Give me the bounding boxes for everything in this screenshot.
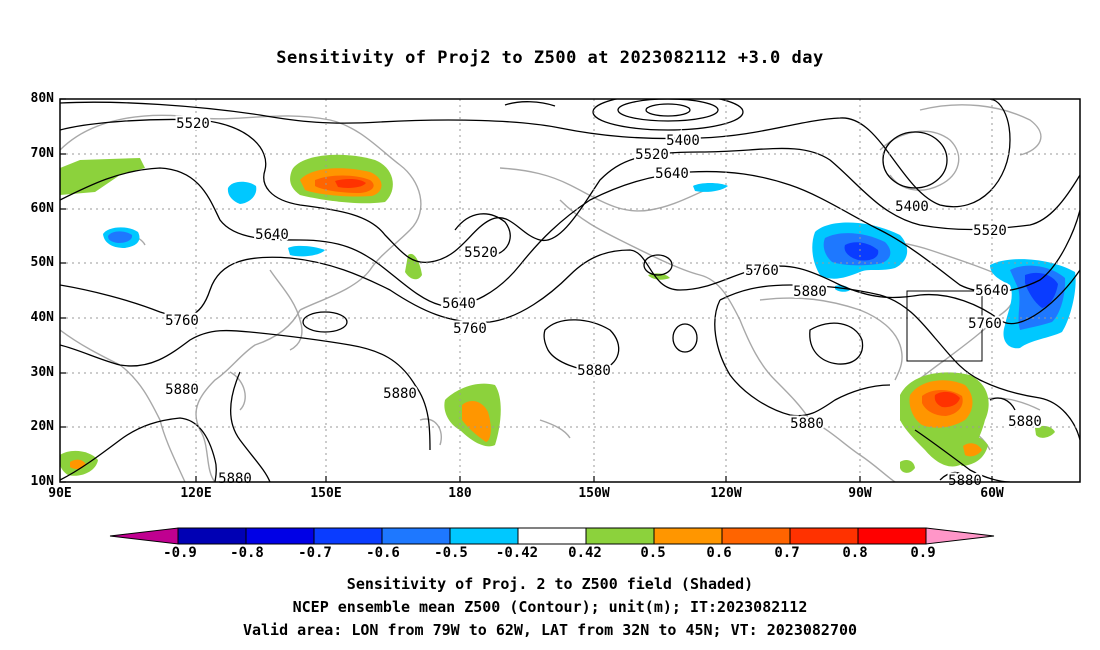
contour-label: 5520	[176, 116, 210, 132]
colorbar-label: -0.42	[495, 545, 539, 561]
colorbar-segment	[517, 527, 587, 545]
colorbar-label: -0.9	[163, 545, 197, 561]
colorbar-label: -0.8	[230, 545, 264, 561]
colorbar-segment	[245, 527, 315, 545]
colorbar-segment	[109, 527, 179, 545]
contour-label: 5880	[948, 473, 982, 489]
contour-labels: 5520540055205640540055205640552057605880…	[163, 114, 1044, 491]
lon-label: 60W	[980, 486, 1004, 501]
contour-label: 5520	[464, 245, 498, 261]
colorbar-label: 0.6	[706, 545, 732, 561]
contour-label: 5520	[635, 147, 669, 163]
colorbar-label: 0.8	[842, 545, 868, 561]
colorbar-label: 0.9	[910, 545, 936, 561]
caption-line-2: NCEP ensemble mean Z500 (Contour); unit(…	[292, 598, 808, 616]
colorbar-segment	[653, 527, 723, 545]
contour-label: 5760	[165, 313, 199, 329]
colorbar-segment	[925, 527, 995, 545]
contour-label: 5880	[793, 284, 827, 300]
contour-label: 5880	[218, 471, 252, 487]
contour-label: 5880	[1008, 414, 1042, 430]
lon-label: 180	[448, 486, 472, 501]
lon-label: 120W	[710, 486, 742, 501]
z500-contours	[60, 99, 1080, 482]
contour-label: 5400	[666, 133, 700, 149]
lon-label: 90W	[848, 486, 872, 501]
colorbar-segment	[177, 527, 247, 545]
lon-label: 150W	[578, 486, 610, 501]
contour-label: 5880	[577, 363, 611, 379]
lat-label: 40N	[30, 310, 54, 325]
colorbar	[109, 527, 995, 545]
colorbar-label: 0.42	[568, 545, 602, 561]
contour-label: 5880	[790, 416, 824, 432]
colorbar-segment	[721, 527, 791, 545]
map-title: Sensitivity of Proj2 to Z500 at 20230821…	[276, 48, 824, 68]
colorbar-segment	[857, 527, 927, 545]
colorbar-label: -0.5	[434, 545, 468, 561]
lat-label: 30N	[30, 365, 54, 380]
contour-label: 5760	[968, 316, 1002, 332]
lat-label: 20N	[30, 419, 54, 434]
colorbar-segment	[313, 527, 383, 545]
gridlines	[60, 99, 1080, 482]
caption-line-3: Valid area: LON from 79W to 62W, LAT fro…	[242, 621, 858, 639]
colorbar-label: -0.6	[366, 545, 400, 561]
contour-label: 5640	[442, 296, 476, 312]
contour-label: 5880	[165, 382, 199, 398]
colorbar-segment	[585, 527, 655, 545]
contour-label: 5760	[453, 321, 487, 337]
colorbar-segment	[449, 527, 519, 545]
colorbar-label: 0.7	[774, 545, 800, 561]
contour-label: 5520	[973, 223, 1007, 239]
contour-label: 5640	[655, 166, 689, 182]
lat-label: 50N	[30, 255, 54, 270]
lat-label: 70N	[30, 146, 54, 161]
lat-label: 80N	[30, 91, 54, 106]
lat-label: 60N	[30, 201, 54, 216]
contour-label: 5640	[255, 227, 289, 243]
lon-label: 120E	[180, 486, 212, 501]
colorbar-segment	[789, 527, 859, 545]
plot-frame	[59, 98, 1081, 483]
contour-label: 5640	[975, 283, 1009, 299]
caption-line-1: Sensitivity of Proj. 2 to Z500 field (Sh…	[346, 575, 754, 593]
colorbar-label: -0.7	[298, 545, 332, 561]
valid-area-box	[906, 290, 983, 362]
contour-label: 5400	[895, 199, 929, 215]
colorbar-label: 0.5	[640, 545, 666, 561]
colorbar-segment	[381, 527, 451, 545]
lon-label: 90E	[48, 486, 72, 501]
lat-label: 10N	[30, 474, 54, 489]
contour-label: 5760	[745, 263, 779, 279]
coastlines	[60, 104, 1042, 482]
contour-label: 5880	[383, 386, 417, 402]
lon-label: 150E	[310, 486, 342, 501]
